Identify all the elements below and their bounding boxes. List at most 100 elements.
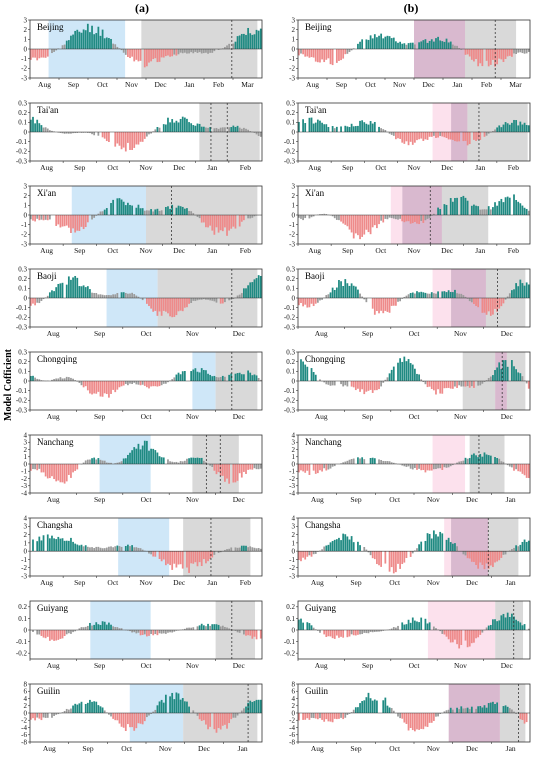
bar bbox=[321, 298, 323, 300]
bar bbox=[388, 36, 391, 49]
bar bbox=[451, 132, 454, 140]
bar bbox=[451, 381, 454, 389]
bar bbox=[363, 700, 366, 713]
bar bbox=[46, 49, 49, 57]
x-tick-label: Sep bbox=[350, 495, 362, 504]
bar bbox=[243, 464, 245, 472]
bar bbox=[498, 362, 501, 381]
y-tick-label: 3 bbox=[24, 439, 28, 447]
bar bbox=[179, 461, 182, 464]
bar bbox=[405, 215, 408, 222]
bar bbox=[411, 42, 414, 49]
bar bbox=[390, 628, 393, 630]
bar bbox=[521, 283, 524, 298]
bar bbox=[120, 713, 123, 727]
bar bbox=[352, 542, 355, 552]
bar bbox=[183, 117, 186, 132]
bar bbox=[525, 208, 528, 215]
bar bbox=[312, 464, 315, 471]
bar bbox=[179, 298, 182, 311]
bar bbox=[238, 127, 241, 132]
bar bbox=[502, 706, 505, 713]
bar bbox=[333, 713, 336, 719]
bar bbox=[479, 630, 482, 635]
bar bbox=[65, 40, 68, 49]
bar bbox=[240, 33, 243, 49]
y-tick-label: -3 bbox=[21, 74, 27, 82]
bar bbox=[521, 541, 524, 552]
y-tick-label: 4 bbox=[292, 695, 296, 703]
bar bbox=[93, 215, 96, 218]
bar bbox=[409, 292, 412, 298]
bar bbox=[428, 381, 431, 387]
bar bbox=[437, 381, 439, 390]
bar bbox=[519, 49, 522, 53]
bar bbox=[449, 464, 452, 467]
bar bbox=[331, 381, 334, 386]
bar bbox=[36, 298, 39, 303]
bar bbox=[340, 381, 342, 385]
bar bbox=[361, 630, 364, 635]
bar bbox=[492, 49, 494, 60]
bar bbox=[200, 215, 203, 223]
bar bbox=[167, 206, 169, 215]
bar bbox=[89, 547, 91, 552]
bar bbox=[331, 713, 334, 723]
bar bbox=[57, 630, 60, 640]
y-tick-label: -1 bbox=[289, 468, 295, 476]
bar bbox=[392, 298, 395, 306]
bar bbox=[116, 627, 119, 630]
bar bbox=[122, 458, 125, 464]
bar bbox=[388, 215, 391, 218]
bar bbox=[306, 49, 309, 57]
bar bbox=[51, 464, 53, 477]
bar bbox=[416, 132, 418, 141]
bar bbox=[190, 627, 193, 630]
bar bbox=[449, 542, 452, 552]
bar bbox=[451, 292, 454, 298]
bar bbox=[137, 443, 140, 464]
bar bbox=[333, 630, 336, 639]
bar bbox=[133, 381, 136, 383]
bar bbox=[525, 124, 528, 132]
bar bbox=[308, 298, 311, 308]
bar bbox=[335, 287, 338, 298]
bar bbox=[502, 202, 505, 215]
bar bbox=[95, 381, 98, 394]
bar bbox=[350, 215, 353, 233]
bar bbox=[492, 619, 494, 630]
bar bbox=[424, 540, 427, 552]
bar bbox=[325, 214, 328, 215]
bar bbox=[65, 215, 68, 226]
bar bbox=[363, 459, 366, 464]
y-tick-label: -0.1 bbox=[16, 304, 28, 312]
bar bbox=[84, 287, 87, 298]
bar bbox=[468, 630, 471, 647]
y-tick-label: -0.2 bbox=[16, 148, 28, 156]
bar bbox=[196, 49, 199, 53]
bar bbox=[228, 43, 231, 49]
bar bbox=[407, 359, 410, 381]
bar bbox=[234, 713, 237, 718]
bar bbox=[124, 458, 127, 464]
bar bbox=[479, 706, 482, 713]
y-tick-label: 0.2 bbox=[286, 109, 295, 117]
bar bbox=[86, 23, 89, 49]
bar bbox=[202, 625, 205, 630]
y-tick-label: -2 bbox=[21, 231, 27, 239]
bar bbox=[481, 209, 484, 215]
bar bbox=[40, 630, 43, 636]
bar bbox=[110, 462, 112, 464]
bar bbox=[498, 458, 501, 464]
bar bbox=[171, 379, 174, 381]
bar bbox=[397, 298, 399, 302]
bar bbox=[416, 464, 418, 470]
bar bbox=[462, 708, 465, 713]
bar bbox=[376, 381, 378, 391]
bar bbox=[57, 378, 60, 381]
x-tick-label: Feb bbox=[240, 163, 252, 172]
bar bbox=[42, 713, 45, 718]
bar bbox=[409, 42, 412, 49]
bar bbox=[489, 624, 492, 630]
